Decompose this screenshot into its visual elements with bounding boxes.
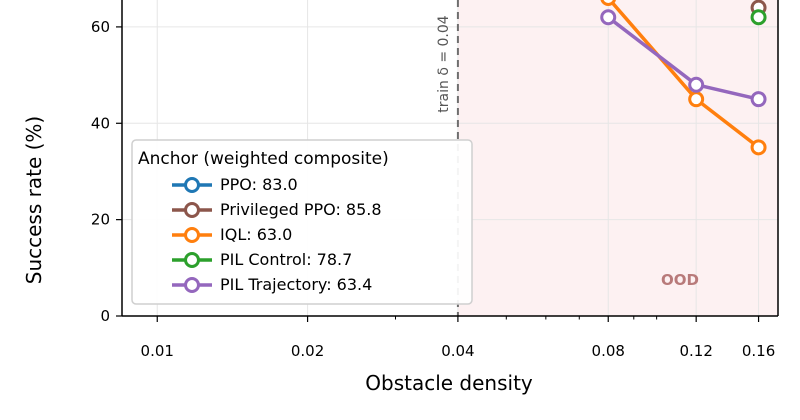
y-tick-label: 40 xyxy=(91,114,110,132)
data-point xyxy=(750,9,767,26)
y-tick-label: 0 xyxy=(100,307,110,325)
legend-entry: IQL: 63.0 xyxy=(220,225,292,244)
x-tick-label: 0.04 xyxy=(441,342,474,360)
ood-label: OOD xyxy=(661,271,699,289)
data-point xyxy=(688,91,705,108)
legend-marker xyxy=(184,177,200,193)
y-tick-label: 20 xyxy=(91,211,110,229)
x-tick-label: 0.12 xyxy=(679,342,712,360)
x-tick-label: 0.01 xyxy=(141,342,174,360)
legend-marker xyxy=(184,202,200,218)
legend-marker xyxy=(184,277,200,293)
data-point xyxy=(600,9,617,26)
legend-marker xyxy=(184,227,200,243)
x-tick-label: 0.02 xyxy=(291,342,324,360)
data-point xyxy=(750,91,767,108)
x-axis: 0.01 0.02 0.04 0.08 0.12 0.16 xyxy=(141,316,775,360)
data-point xyxy=(600,0,616,6)
legend-entry: Privileged PPO: 85.8 xyxy=(220,200,382,219)
x-tick-label: 0.08 xyxy=(592,342,625,360)
y-axis-label: Success rate (%) xyxy=(22,116,46,284)
data-point xyxy=(750,139,767,156)
legend: Anchor (weighted composite) PPO: 83.0 Priv… xyxy=(131,139,473,305)
x-axis-label: Obstacle density xyxy=(365,371,533,395)
ood-region xyxy=(457,0,778,316)
legend-marker xyxy=(184,252,200,268)
y-tick-label: 60 xyxy=(91,18,110,36)
data-point xyxy=(688,76,705,93)
legend-title: Anchor (weighted composite) xyxy=(138,149,389,169)
plot-area: train δ = 0.04 OOD xyxy=(121,0,779,317)
legend-entry: PPO: 83.0 xyxy=(220,175,298,194)
train-line-label: train δ = 0.04 xyxy=(436,15,452,112)
legend-box xyxy=(131,139,473,305)
legend-entry: PIL Trajectory: 63.4 xyxy=(220,275,372,294)
y-axis: 0 20 40 60 xyxy=(91,18,122,325)
x-tick-label: 0.16 xyxy=(742,342,775,360)
legend-entry: PIL Control: 78.7 xyxy=(220,250,352,269)
series-group xyxy=(600,0,767,156)
